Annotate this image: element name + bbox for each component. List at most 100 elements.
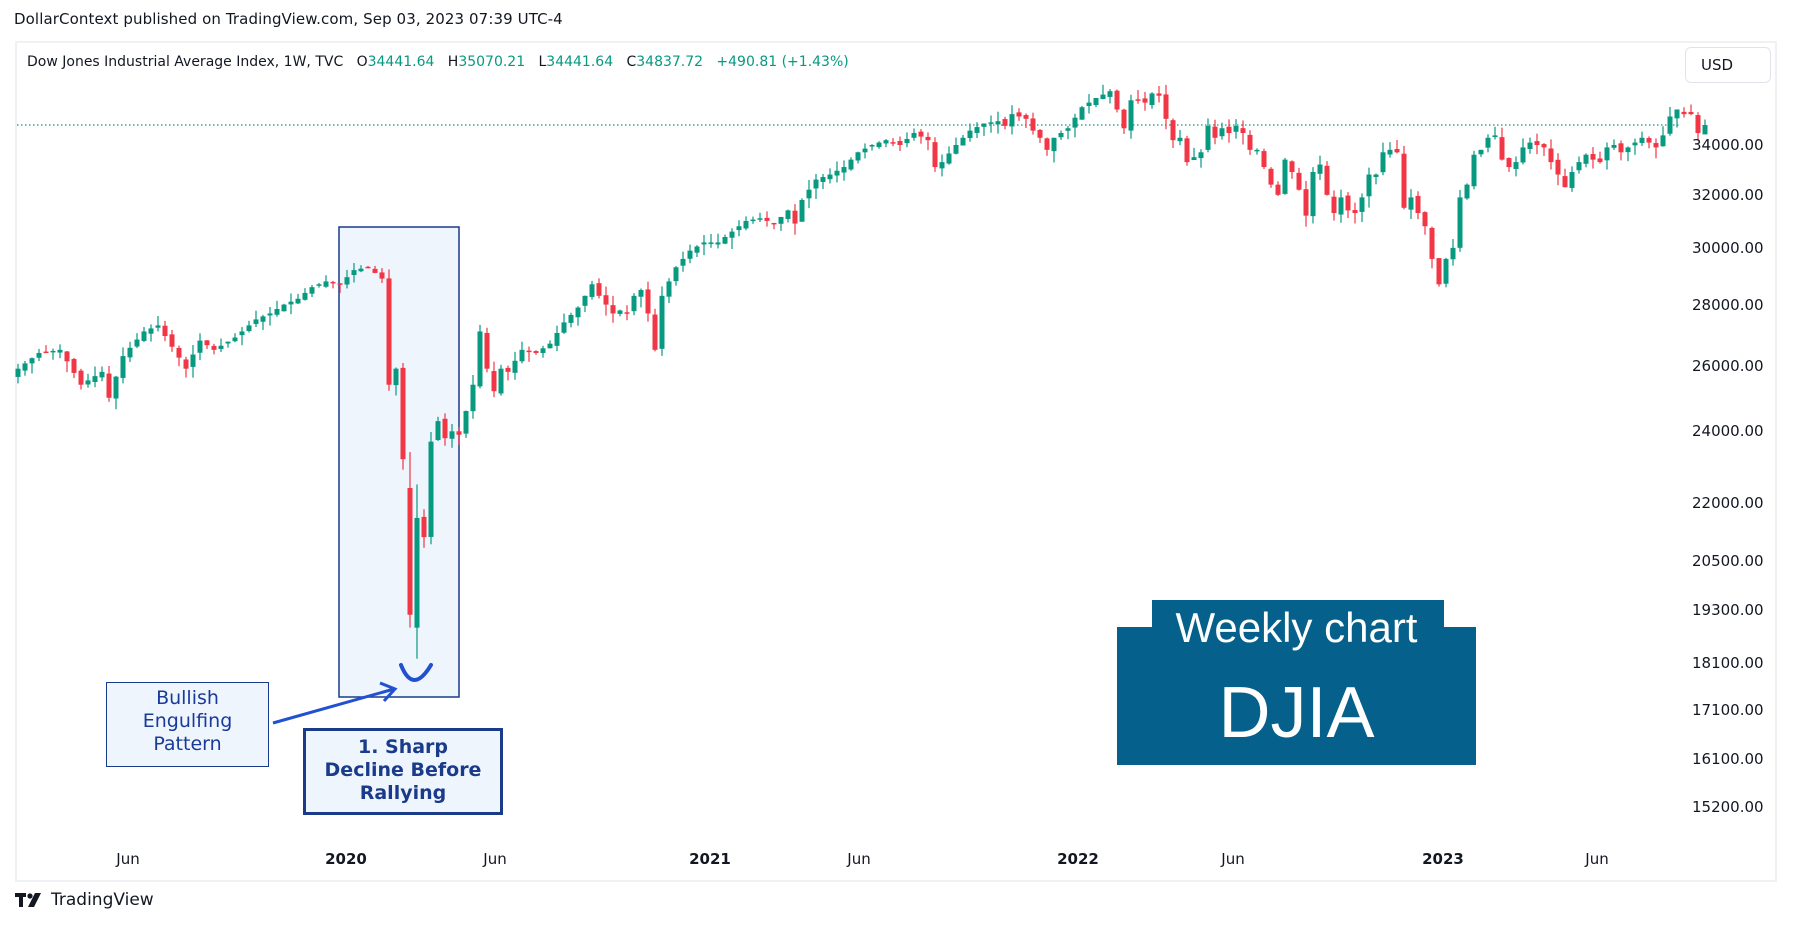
candle-up	[232, 337, 238, 342]
candle-up	[1527, 142, 1533, 149]
candle-down	[456, 431, 462, 435]
candle-up	[1702, 124, 1708, 135]
candle-up	[1107, 91, 1113, 97]
candle-down	[624, 312, 630, 314]
candle-up	[1471, 154, 1477, 187]
candle-down	[1044, 138, 1050, 150]
candle-down	[386, 278, 392, 385]
candle-down	[1562, 176, 1568, 188]
candle-up	[1457, 197, 1463, 248]
candle-down	[533, 351, 539, 353]
candle-down	[925, 136, 931, 141]
published-caption: DollarContext published on TradingView.c…	[14, 10, 563, 28]
candle-up	[1373, 174, 1379, 177]
candle-down	[484, 332, 490, 369]
candle-down	[43, 351, 49, 354]
candle-down	[1037, 129, 1043, 138]
candle-down	[1275, 184, 1281, 195]
candle-up	[848, 159, 854, 170]
candle-up	[1058, 132, 1064, 138]
change-value: +490.81 (+1.43%)	[716, 54, 849, 70]
candle-up	[428, 441, 434, 537]
candle-up	[1282, 159, 1288, 194]
candle-down	[1163, 94, 1169, 119]
candle-down	[1653, 143, 1659, 148]
candle-up	[1520, 147, 1526, 163]
candle-down	[1030, 118, 1036, 131]
open-label: O	[356, 54, 368, 70]
candle-up	[1639, 137, 1645, 143]
price-tick-label: 17100.00	[1692, 700, 1764, 719]
candle-up	[953, 145, 959, 154]
candle-up	[1674, 109, 1680, 119]
candle-up	[302, 292, 308, 300]
candle-up	[449, 431, 455, 439]
candle-up	[1408, 197, 1414, 210]
candle-up	[246, 325, 252, 332]
candle-up	[862, 148, 868, 153]
candle-down	[169, 334, 175, 347]
candle-down	[1023, 115, 1029, 119]
candle-up	[1513, 162, 1519, 169]
candle-up	[1478, 149, 1484, 155]
candle-down	[1499, 137, 1505, 160]
candle-up	[974, 127, 980, 133]
candle-up	[85, 380, 91, 385]
candle-down	[1289, 161, 1295, 173]
candle-down	[596, 283, 602, 296]
candle-up	[666, 281, 672, 297]
candle-down	[421, 516, 427, 538]
candle-down	[365, 266, 371, 269]
candle-up	[806, 189, 812, 199]
candle-up	[1086, 102, 1092, 106]
candle-up	[344, 277, 350, 285]
close-label: C	[626, 54, 637, 70]
price-tick-label: 20500.00	[1692, 551, 1764, 570]
candle-up	[92, 376, 98, 383]
candle-up	[1205, 125, 1211, 150]
time-tick-label: Jun	[1221, 850, 1245, 868]
candle-down	[1226, 126, 1232, 133]
candle-up	[708, 242, 714, 244]
candle-up	[799, 199, 805, 222]
tradingview-logo[interactable]: TradingView	[15, 890, 154, 910]
candle-down	[1016, 112, 1022, 117]
candle-up	[617, 310, 623, 314]
candle-up	[1065, 128, 1071, 131]
badge-title: Weekly chart	[1175, 604, 1418, 651]
candle-down	[1296, 172, 1302, 190]
candle-up	[519, 349, 525, 362]
candle-up	[554, 332, 560, 346]
candle-down	[78, 370, 84, 385]
price-tick-label: 16100.00	[1692, 750, 1764, 769]
candle-up	[673, 267, 679, 282]
candle-up	[1632, 142, 1638, 146]
candle-down	[71, 358, 77, 373]
price-tick-label: 32000.00	[1692, 185, 1764, 204]
candle-down	[610, 305, 616, 314]
candle-down	[792, 210, 798, 224]
candle-up	[358, 268, 364, 272]
candle-up	[827, 174, 833, 180]
candle-up	[57, 349, 63, 353]
candle-up	[512, 360, 518, 373]
candle-down	[1394, 149, 1400, 153]
currency-button[interactable]: USD	[1685, 47, 1771, 83]
candle-up	[1149, 93, 1155, 105]
candle-down	[1555, 159, 1561, 175]
candle-up	[1128, 100, 1134, 131]
candle-down	[330, 281, 336, 284]
candle-up	[834, 170, 840, 176]
note-line: Engulfing	[142, 710, 233, 732]
candle-up	[855, 152, 861, 161]
time-tick-label: 2021	[689, 850, 731, 868]
candle-up	[757, 218, 763, 220]
candle-down	[106, 373, 112, 398]
candle-up	[99, 371, 105, 378]
candle-down	[379, 272, 385, 279]
price-tick-label: 18100.00	[1692, 654, 1764, 673]
u-curve-mark-icon	[399, 663, 433, 682]
candle-up	[1072, 117, 1078, 128]
candle-up	[1338, 197, 1344, 215]
